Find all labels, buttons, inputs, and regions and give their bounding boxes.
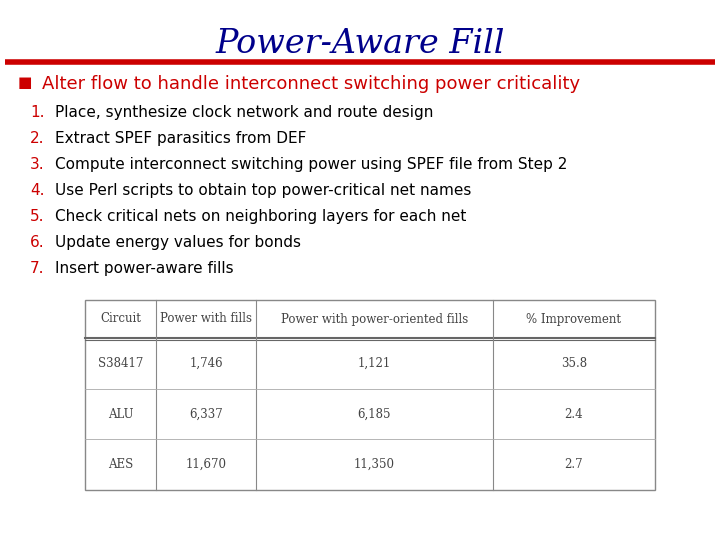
Text: Check critical nets on neighboring layers for each net: Check critical nets on neighboring layer…: [55, 209, 467, 224]
Text: Use Perl scripts to obtain top power-critical net names: Use Perl scripts to obtain top power-cri…: [55, 183, 472, 198]
Text: Power-Aware Fill: Power-Aware Fill: [215, 28, 505, 60]
Text: 3.: 3.: [30, 157, 45, 172]
Text: 11,670: 11,670: [186, 458, 227, 471]
Text: ALU: ALU: [108, 408, 133, 421]
Text: AES: AES: [108, 458, 133, 471]
Text: Place, synthesize clock network and route design: Place, synthesize clock network and rout…: [55, 105, 433, 120]
Text: 7.: 7.: [30, 261, 45, 276]
Text: 6.: 6.: [30, 235, 45, 250]
Text: Alter flow to handle interconnect switching power criticality: Alter flow to handle interconnect switch…: [42, 75, 580, 93]
Text: 35.8: 35.8: [561, 357, 587, 370]
Text: Extract SPEF parasitics from DEF: Extract SPEF parasitics from DEF: [55, 131, 307, 146]
Text: Power with fills: Power with fills: [160, 313, 252, 326]
Text: 1.: 1.: [30, 105, 45, 120]
Text: 2.: 2.: [30, 131, 45, 146]
Text: Update energy values for bonds: Update energy values for bonds: [55, 235, 301, 250]
Text: Compute interconnect switching power using SPEF file from Step 2: Compute interconnect switching power usi…: [55, 157, 567, 172]
Bar: [85, 300, 655, 490]
Text: Insert power-aware fills: Insert power-aware fills: [55, 261, 233, 276]
Text: Power with power-oriented fills: Power with power-oriented fills: [281, 313, 468, 326]
Text: 4.: 4.: [30, 183, 45, 198]
Text: ■: ■: [18, 75, 32, 90]
Text: 2.4: 2.4: [564, 408, 583, 421]
Text: 11,350: 11,350: [354, 458, 395, 471]
Text: 6,337: 6,337: [189, 408, 223, 421]
Text: S38417: S38417: [98, 357, 143, 370]
Text: 6,185: 6,185: [358, 408, 391, 421]
Text: 1,121: 1,121: [358, 357, 391, 370]
Text: Circuit: Circuit: [100, 313, 141, 326]
Text: 1,746: 1,746: [189, 357, 223, 370]
Text: 5.: 5.: [30, 209, 45, 224]
Text: % Improvement: % Improvement: [526, 313, 621, 326]
Text: 2.7: 2.7: [564, 458, 583, 471]
